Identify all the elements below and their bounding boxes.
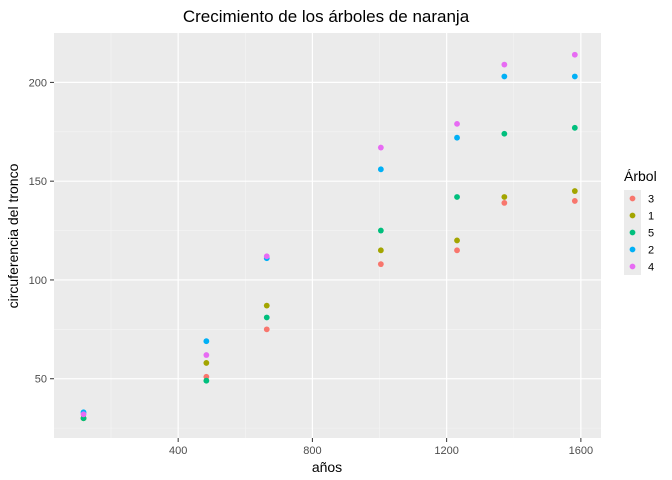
data-point-arbol-5 xyxy=(454,194,460,200)
data-point-arbol-2 xyxy=(454,134,460,141)
legend-label-arbol-5: 5 xyxy=(648,228,654,240)
y-axis-title: circuferencia del tronco xyxy=(5,163,21,308)
y-tick-label: 50 xyxy=(35,374,47,386)
data-point-arbol-4 xyxy=(571,51,578,58)
data-point-arbol-5 xyxy=(571,124,578,131)
data-point-arbol-2 xyxy=(501,73,508,80)
data-point-arbol-3 xyxy=(263,326,270,333)
legend-label-arbol-4: 4 xyxy=(648,262,654,274)
data-point-arbol-1 xyxy=(571,188,578,194)
data-point-arbol-1 xyxy=(501,194,508,200)
y-tick-label: 150 xyxy=(29,176,47,188)
legend-key-point xyxy=(629,246,636,253)
x-tick-label: 800 xyxy=(303,445,321,457)
legend-title: Árbol xyxy=(624,168,657,184)
data-point-arbol-2 xyxy=(377,166,384,173)
data-point-arbol-5 xyxy=(377,227,384,234)
legend-key-point xyxy=(629,212,636,219)
legend-key-point xyxy=(629,195,636,202)
data-point-arbol-1 xyxy=(263,302,270,309)
data-point-arbol-5 xyxy=(203,377,210,384)
legend-key-point xyxy=(629,263,636,270)
data-point-arbol-4 xyxy=(263,253,270,260)
grid-lines xyxy=(54,33,601,438)
data-point-arbol-3 xyxy=(377,261,384,268)
data-point-arbol-3 xyxy=(501,200,508,206)
legend-key-point xyxy=(629,229,636,236)
data-point-arbol-2 xyxy=(203,338,210,345)
data-point-arbol-3 xyxy=(571,198,578,204)
x-tick-label: 1200 xyxy=(434,445,458,457)
x-axis-title: años xyxy=(312,459,342,475)
data-point-arbol-2 xyxy=(571,73,578,80)
data-point-arbol-4 xyxy=(454,120,460,127)
x-tick-label: 400 xyxy=(169,445,187,457)
data-point-arbol-3 xyxy=(454,247,460,254)
data-point-arbol-4 xyxy=(80,411,87,418)
x-tick-label: 1600 xyxy=(569,445,593,457)
data-point-arbol-1 xyxy=(377,247,384,254)
chart-title: Crecimiento de los árboles de naranja xyxy=(183,7,470,26)
legend-label-arbol-1: 1 xyxy=(648,211,654,223)
x-axis-ticks: 400 800 1200 1600 xyxy=(169,438,593,457)
data-point-arbol-1 xyxy=(454,237,460,244)
data-points xyxy=(80,51,578,422)
data-point-arbol-4 xyxy=(377,144,384,151)
data-point-arbol-5 xyxy=(263,314,270,321)
legend-label-arbol-3: 3 xyxy=(648,194,654,206)
y-axis-ticks: 50 100 150 200 xyxy=(29,77,54,386)
plot-panel xyxy=(54,33,601,438)
legend-label-arbol-2: 2 xyxy=(648,245,654,257)
data-point-arbol-1 xyxy=(203,360,210,366)
data-point-arbol-5 xyxy=(501,130,508,137)
data-point-arbol-4 xyxy=(203,352,210,358)
y-tick-label: 200 xyxy=(29,77,47,89)
y-tick-label: 100 xyxy=(29,275,47,287)
data-point-arbol-4 xyxy=(501,61,508,68)
legend: Árbol 3 1 5 2 4 xyxy=(624,168,657,275)
